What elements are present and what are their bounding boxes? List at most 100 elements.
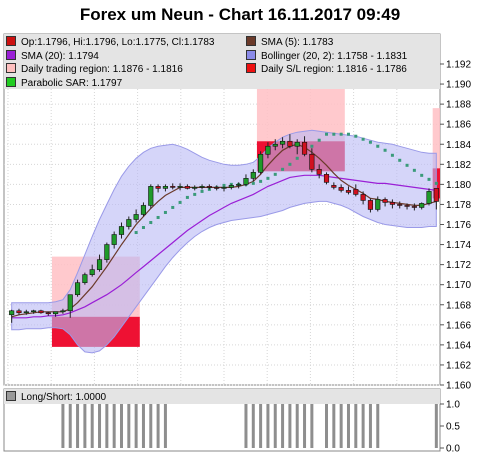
legend-swatch [6, 63, 16, 73]
long-short-bar [76, 404, 80, 448]
sar-dot [434, 181, 438, 185]
candle-up [89, 269, 95, 275]
candle-down [323, 174, 330, 183]
sar-dot [383, 148, 387, 152]
sar-dot [325, 132, 329, 136]
y-tick-label: 1.172 [446, 260, 471, 271]
long-short-bar [310, 404, 314, 448]
long-short-bar [332, 404, 336, 448]
long-short-bar [98, 404, 102, 448]
candle-up [140, 205, 147, 215]
candle-up [23, 311, 29, 314]
candle-up [280, 140, 286, 145]
candle-up [9, 310, 15, 316]
y-tick-label: 1.174 [446, 240, 471, 251]
long-short-bar [295, 404, 299, 448]
sar-dot [368, 140, 372, 144]
sar-dot [141, 226, 145, 230]
sar-dot [412, 168, 416, 172]
candle-up [31, 310, 37, 313]
candle-down [287, 140, 293, 147]
candle-up [192, 187, 198, 189]
long-short-bar [281, 404, 285, 448]
sar-dot [259, 179, 263, 183]
candle-up [221, 187, 227, 189]
sar-dot [281, 167, 285, 171]
long-short-bar [361, 404, 365, 448]
candle-down [389, 202, 395, 205]
trading-region [432, 108, 440, 169]
long-short-bar [339, 404, 343, 448]
sub-legend-label: Long/Short: 1.0000 [21, 392, 107, 403]
long-short-bar [149, 404, 153, 448]
sar-dot [266, 176, 270, 180]
candle-down [214, 187, 220, 189]
y-tick-label: 1.160 [446, 381, 471, 392]
sar-dot [405, 163, 409, 167]
candle-up [243, 178, 249, 185]
candle-up [82, 274, 88, 283]
sar-dot [251, 181, 255, 185]
candle-up [60, 310, 66, 313]
sar-dot [427, 177, 431, 181]
candle-up [177, 186, 183, 188]
legend-sl-region: Daily S/L region: 1.1816 - 1.1786 [246, 63, 407, 77]
candle-up [228, 185, 234, 188]
y-tick-label: 1.186 [446, 120, 471, 131]
sub-legend: Long/Short: 1.0000 [6, 391, 106, 403]
legend-ohlc: Op:1.1796, Hi:1.1796, Lo:1.1775, Cl:1.17… [6, 36, 246, 50]
candle-up [419, 203, 425, 208]
candle-down [345, 190, 352, 193]
sar-dot [149, 220, 153, 224]
candle-down [360, 194, 366, 201]
candle-down [45, 312, 51, 315]
y-tick-label: 1.184 [446, 140, 471, 151]
candle-up [126, 219, 132, 227]
y-tick-label: 1.164 [446, 340, 471, 351]
y-tick-label: 1.180 [446, 180, 471, 191]
long-short-bar [68, 404, 72, 448]
y-tick-label: 1.170 [446, 280, 471, 291]
long-short-bar [105, 404, 109, 448]
candle-up [375, 199, 381, 210]
long-short-bar [434, 404, 438, 448]
candle-up [162, 186, 168, 189]
candle-down [411, 206, 417, 208]
sub-legend-box [4, 389, 440, 404]
y-tick-label: 1.188 [446, 100, 471, 111]
long-short-bar [83, 404, 87, 448]
sar-dot [346, 132, 350, 136]
legend-swatch [6, 36, 16, 46]
sma20-line [11, 174, 437, 319]
sub-y-tick-label: 1.0 [446, 400, 460, 411]
long-short-bar [266, 404, 270, 448]
sar-dot [420, 173, 424, 177]
candle-up [272, 143, 278, 147]
legend-swatch [6, 76, 16, 87]
candle-up [74, 282, 81, 296]
sar-dot [295, 156, 299, 160]
bollinger-band [11, 129, 437, 354]
long-short-bar [61, 404, 65, 448]
legend-box [4, 34, 440, 89]
candle-up [294, 141, 300, 147]
candle-down [38, 310, 44, 314]
sar-dot [222, 183, 226, 187]
sar-dot [354, 134, 358, 138]
legend-sma20: SMA (20): 1.1794 [6, 49, 246, 64]
candle-up [96, 259, 103, 270]
long-short-bar [288, 404, 292, 448]
long-short-bar [127, 404, 131, 448]
candle-down [184, 186, 190, 189]
sar-dot [163, 210, 167, 214]
sar-dot [332, 132, 336, 136]
candle-down [155, 186, 161, 189]
candle-down [353, 189, 359, 195]
long-short-bar [368, 404, 372, 448]
long-short-bar [354, 404, 358, 448]
candle-up [199, 186, 205, 188]
candle-down [206, 186, 212, 188]
y-tick-label: 1.182 [446, 160, 471, 171]
long-short-bar [346, 404, 350, 448]
